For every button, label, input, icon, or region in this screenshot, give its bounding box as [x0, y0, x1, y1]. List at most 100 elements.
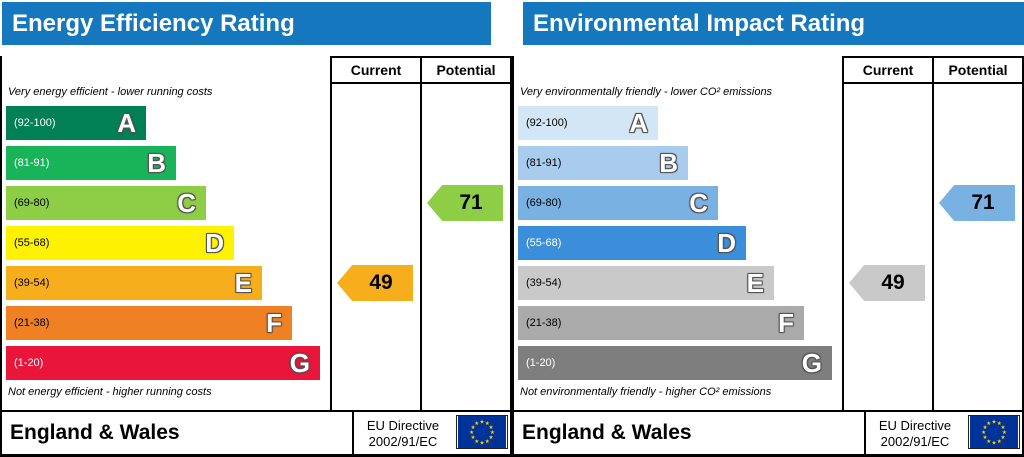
region-label: England & Wales — [522, 421, 692, 444]
header-bottom-border — [842, 82, 1024, 84]
eu-flag-icon: ★ ★★ ★★★ ★★★ ★★★ — [968, 415, 1020, 449]
band-letter: F — [266, 308, 282, 338]
region-label: England & Wales — [10, 421, 180, 444]
band-letter: D — [205, 228, 224, 258]
svg-text:★: ★ — [997, 420, 1002, 427]
table-border-right — [510, 56, 512, 457]
band-range: (55-68) — [526, 237, 562, 249]
current-rating-value: 49 — [881, 271, 905, 294]
column-divider-potential — [420, 56, 422, 412]
band-row-e: (39-54) E — [518, 266, 774, 300]
energy-panel: Energy Efficiency Rating Current Potenti… — [0, 2, 512, 457]
band-row-d: (55-68) D — [6, 226, 234, 260]
band-letter: C — [177, 188, 196, 218]
band-letter: E — [746, 268, 764, 298]
band-row-e: (39-54) E — [6, 266, 262, 300]
svg-text:★: ★ — [991, 439, 996, 446]
column-divider-current — [330, 56, 332, 412]
current-rating-arrow: 49 — [337, 265, 413, 301]
band-letter: D — [717, 228, 736, 258]
potential-rating-arrow: 71 — [427, 185, 503, 221]
svg-text:★: ★ — [485, 438, 490, 445]
table-border-right — [1022, 56, 1024, 457]
band-letter: C — [689, 188, 708, 218]
svg-text:★: ★ — [479, 419, 484, 426]
header-top-border — [842, 56, 1024, 58]
eu-directive-label: EU Directive 2002/91/EC — [878, 418, 952, 449]
svg-text:★: ★ — [997, 438, 1002, 445]
band-row-f: (21-38) F — [518, 306, 804, 340]
band-letter: B — [659, 148, 678, 178]
table-border-left — [0, 56, 2, 457]
svg-text:★: ★ — [474, 420, 479, 427]
band-row-a: (92-100) A — [518, 106, 658, 140]
column-divider-current — [842, 56, 844, 412]
top-note: Very environmentally friendly - lower CO… — [520, 86, 773, 98]
band-range: (81-91) — [14, 157, 50, 169]
bottom-note: Not energy efficient - higher running co… — [8, 386, 212, 398]
top-note: Very energy efficient - lower running co… — [8, 86, 213, 98]
band-row-c: (69-80) C — [518, 186, 718, 220]
current-rating-value: 49 — [369, 271, 393, 294]
svg-text:★: ★ — [986, 438, 991, 445]
svg-text:★: ★ — [469, 429, 474, 436]
environmental-panel-title: Environmental Impact Rating — [523, 2, 1024, 45]
band-row-a: (92-100) A — [6, 106, 146, 140]
band-range: (21-38) — [526, 317, 562, 329]
band-row-d: (55-68) D — [518, 226, 746, 260]
svg-text:★: ★ — [490, 429, 495, 436]
band-letter: A — [629, 108, 648, 138]
svg-text:★: ★ — [485, 420, 490, 427]
current-column-header: Current — [350, 62, 402, 78]
energy-rating-table: Current Potential Very energy efficient … — [0, 56, 512, 457]
band-range: (55-68) — [14, 237, 50, 249]
svg-text:★: ★ — [982, 434, 987, 441]
svg-text:★: ★ — [479, 439, 484, 446]
band-letter: G — [289, 348, 310, 378]
rating-bands: (92-100) A (81-91) B (69-80) C (55-68) D… — [518, 106, 832, 386]
header-top-border — [330, 56, 512, 58]
header-bottom-border — [330, 82, 512, 84]
potential-column-header: Potential — [948, 62, 1008, 78]
environmental-panel: Environmental Impact Rating Current Pote… — [512, 0, 1024, 457]
svg-text:★: ★ — [986, 420, 991, 427]
band-range: (21-38) — [14, 317, 50, 329]
band-row-g: (1-20) G — [518, 346, 832, 380]
table-border-bottom — [0, 454, 512, 457]
band-range: (39-54) — [14, 277, 50, 289]
table-border-left — [512, 56, 514, 457]
svg-text:★: ★ — [981, 429, 986, 436]
band-range: (92-100) — [526, 117, 568, 129]
current-rating-arrow: 49 — [849, 265, 925, 301]
environmental-rating-table: Current Potential Very environmentally f… — [512, 56, 1024, 457]
band-row-b: (81-91) B — [6, 146, 176, 180]
band-row-c: (69-80) C — [6, 186, 206, 220]
svg-text:★: ★ — [1001, 424, 1006, 431]
current-column-header: Current — [862, 62, 914, 78]
band-row-f: (21-38) F — [6, 306, 292, 340]
band-range: (92-100) — [14, 117, 56, 129]
band-row-b: (81-91) B — [518, 146, 688, 180]
column-divider-potential — [932, 56, 934, 412]
band-letter: G — [801, 348, 822, 378]
band-range: (1-20) — [14, 357, 44, 369]
band-letter: F — [778, 308, 794, 338]
band-range: (69-80) — [14, 197, 50, 209]
svg-text:★: ★ — [991, 419, 996, 426]
potential-rating-arrow: 71 — [939, 185, 1015, 221]
svg-text:★: ★ — [982, 424, 987, 431]
band-letter: B — [147, 148, 166, 178]
bottom-note: Not environmentally friendly - higher CO… — [520, 386, 772, 398]
footer-top-border — [512, 410, 1024, 412]
band-row-g: (1-20) G — [6, 346, 320, 380]
table-border-bottom — [512, 454, 1024, 457]
svg-text:★: ★ — [489, 424, 494, 431]
eu-directive-label: EU Directive 2002/91/EC — [366, 418, 440, 449]
band-range: (1-20) — [526, 357, 556, 369]
energy-panel-title: Energy Efficiency Rating — [2, 2, 491, 45]
footer-divider — [864, 410, 866, 457]
rating-bands: (92-100) A (81-91) B (69-80) C (55-68) D… — [6, 106, 320, 386]
potential-rating-value: 71 — [971, 191, 995, 214]
band-letter: A — [117, 108, 136, 138]
